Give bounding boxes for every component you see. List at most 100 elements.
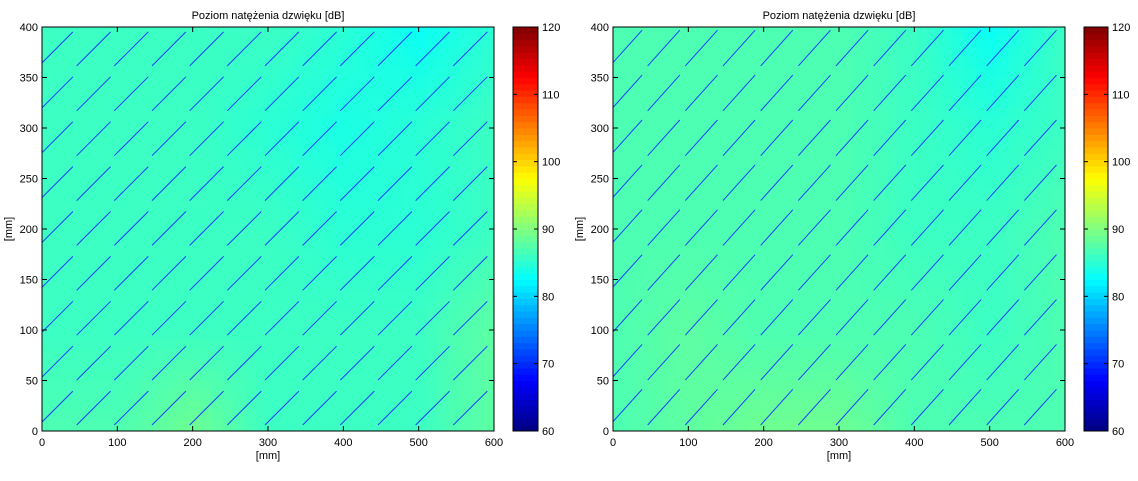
heatmap-cell (669, 239, 682, 250)
y-tick-label: 50 (26, 376, 38, 388)
heatmap-cell (952, 188, 964, 200)
heatmap-cell (805, 410, 817, 422)
heatmap-cell (714, 400, 727, 412)
heatmap-cell (714, 168, 727, 180)
heatmap-cell (245, 410, 258, 422)
heatmap-cell (335, 420, 348, 431)
heatmap-cell (918, 67, 930, 79)
vector-arrow (264, 390, 300, 426)
heatmap-cell (42, 330, 54, 341)
heatmap-cell (985, 148, 998, 159)
heatmap-cell (963, 77, 976, 89)
heatmap-cell (211, 168, 224, 180)
chart-2: 0 100 200 300 400 500 600050100150200250300350… (574, 10, 1130, 462)
colorbar-tick-label: 80 (1112, 291, 1124, 303)
vector-arrow (452, 121, 488, 157)
heatmap-cell (460, 259, 472, 270)
heatmap-cell (358, 208, 371, 220)
heatmap-cell (726, 97, 738, 109)
heatmap-cell (335, 309, 348, 321)
heatmap-cell (884, 208, 897, 220)
heatmap-cell (1042, 198, 1055, 210)
heatmap-cell (613, 390, 625, 402)
heatmap-cell (403, 97, 416, 109)
heatmap-cell (279, 360, 292, 371)
heatmap-cell (222, 87, 235, 99)
heatmap-cell (200, 410, 213, 422)
heatmap-cell (313, 67, 326, 79)
heatmap-cell (940, 97, 953, 109)
heatmap-cell (669, 97, 682, 109)
vector-arrow (948, 388, 982, 426)
heatmap-cell (646, 218, 659, 230)
heatmap-cell (714, 360, 727, 371)
heatmap-cell (748, 138, 761, 149)
heatmap-cell (482, 330, 494, 341)
heatmap-cell (782, 239, 795, 250)
heatmap-cell (985, 360, 998, 371)
heatmap-cell (782, 158, 795, 169)
heatmap-cell (906, 188, 919, 200)
heatmap-cell (448, 117, 461, 129)
heatmap-cell (692, 299, 704, 311)
heatmap-cell (268, 208, 280, 220)
heatmap-cell (839, 350, 851, 361)
heatmap-cell (177, 239, 190, 250)
vector-arrow (760, 119, 794, 157)
colorbar-step (513, 380, 538, 388)
heatmap-cell (245, 319, 258, 331)
heatmap-cell (658, 57, 671, 68)
heatmap-cell (1031, 138, 1043, 149)
heatmap-cell (658, 37, 671, 48)
heatmap-cell (963, 249, 976, 260)
heatmap-cell (42, 198, 54, 210)
heatmap-cell (188, 47, 201, 58)
heatmap-cell (234, 390, 246, 402)
heatmap-cell (335, 400, 348, 412)
heatmap-cell (42, 107, 54, 119)
heatmap-cell (155, 370, 167, 382)
heatmap-cell (437, 47, 450, 58)
heatmap-cell (75, 390, 88, 402)
heatmap-cell (1031, 57, 1043, 68)
heatmap-cell (906, 269, 919, 281)
vector-arrow (189, 121, 224, 157)
heatmap-cell (347, 128, 359, 139)
heatmap-cell (839, 309, 851, 321)
colorbar-step (513, 254, 538, 262)
heatmap-cell (482, 37, 494, 48)
heatmap-cell (827, 259, 840, 270)
heatmap-cell (369, 269, 382, 281)
heatmap-cell (624, 148, 637, 159)
heatmap-cell (839, 97, 851, 109)
heatmap-cell (816, 410, 829, 422)
heatmap-cell (211, 158, 224, 169)
heatmap-cell (737, 198, 750, 210)
heatmap-cell (347, 208, 359, 220)
heatmap-cell (805, 259, 817, 270)
heatmap-cell (290, 87, 303, 99)
heatmap-cell (392, 410, 405, 422)
heatmap-cell (929, 148, 942, 159)
heatmap-cell (703, 148, 716, 159)
heatmap-cell (1031, 27, 1043, 38)
chart-1: 0 100 200 300 400 500 600050100150200250300350… (3, 10, 560, 462)
heatmap-cell (872, 208, 885, 220)
heatmap-cell (414, 57, 427, 68)
heatmap-cell (188, 138, 201, 149)
heatmap-cell (827, 390, 840, 402)
heatmap-cell (75, 350, 88, 361)
heatmap-cell (245, 128, 258, 139)
heatmap-cell (109, 249, 122, 260)
colorbar-step (1084, 58, 1108, 66)
heatmap-cell (460, 57, 472, 68)
heatmap-cell (403, 77, 416, 89)
heatmap-cell (448, 97, 461, 109)
heatmap-cell (279, 208, 292, 220)
heatmap-cell (1008, 138, 1021, 149)
heatmap-cell (963, 289, 976, 301)
heatmap-cell (669, 330, 682, 341)
heatmap-cell (748, 77, 761, 89)
heatmap-cell (997, 289, 1010, 301)
heatmap-cell (121, 218, 133, 230)
